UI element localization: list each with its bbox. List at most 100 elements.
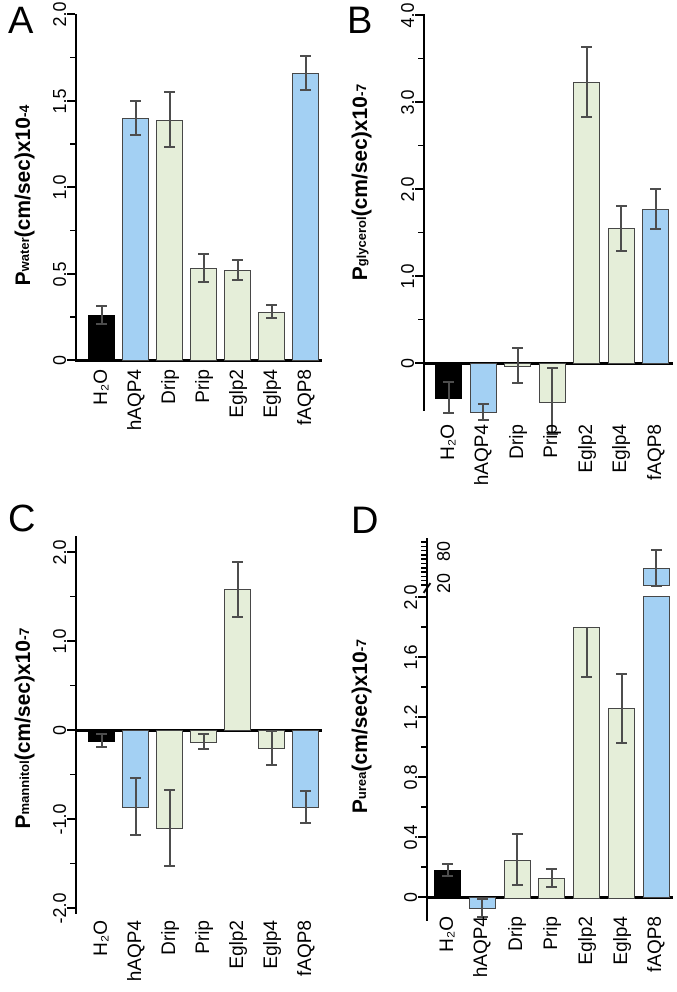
y-minor-tick (421, 806, 426, 808)
ylabel-exponent: -7 (353, 638, 369, 652)
error-bar-cap (615, 249, 627, 252)
error-bar-cap (198, 281, 209, 284)
category-label-haqp4: hAQP4 (471, 916, 493, 978)
category-label-faqp8: fAQP8 (644, 424, 666, 480)
error-bar-cap (476, 915, 488, 918)
error-bar-cap (198, 747, 209, 750)
y-major-tick (67, 99, 75, 102)
error-bar-cap (512, 347, 523, 350)
error-bar-eglp2 (585, 47, 588, 117)
error-bar-prip (551, 368, 553, 435)
ylabel-subscript: glycerol (353, 216, 369, 267)
y-major-tick (418, 896, 426, 898)
error-bar-cap (616, 741, 627, 744)
error-bar-cap (546, 367, 558, 370)
y-minor-tick (70, 229, 75, 231)
category-label-drip: Drip (506, 424, 528, 459)
y-minor-tick (70, 684, 75, 687)
y-major-tick (67, 272, 75, 275)
error-bar-eglp4 (270, 304, 273, 319)
y-minor-tick (421, 866, 426, 868)
category-label-haqp4: hAQP4 (472, 424, 493, 486)
error-bar-cap (164, 90, 175, 93)
error-bar-ho (446, 864, 449, 876)
category-label-ho: H₂O (90, 369, 112, 405)
error-bar-prip (202, 734, 205, 749)
error-bar-cap (96, 305, 107, 308)
bar-prip (190, 268, 217, 362)
ylabel-exponent: -7 (16, 627, 32, 641)
y-tick-label: 4.0 (397, 2, 418, 28)
error-bar-cap (581, 115, 592, 118)
y-major-tick (67, 729, 75, 731)
error-bar-cap (232, 258, 243, 261)
category-label-eglp4: Eglp4 (260, 369, 282, 418)
error-bar-drip (516, 348, 519, 383)
panel-letter-d: D (351, 500, 379, 542)
error-bar-drip (516, 834, 519, 885)
error-bar-cap (96, 745, 107, 748)
y-minor-tick (70, 143, 75, 145)
bar-drip (156, 119, 183, 362)
ylabel-subscript: mannitol (16, 760, 32, 815)
y-major-tick (418, 596, 426, 598)
category-label-eglp2: Eglp2 (575, 916, 597, 965)
y-major-tick (67, 186, 75, 188)
y-minor-tick (418, 231, 423, 234)
error-bar-faqp8 (654, 189, 657, 230)
ylabel-units: (cm/sec)x10 (349, 651, 372, 772)
category-label-haqp4: hAQP4 (124, 920, 146, 982)
error-bar-cap (300, 89, 311, 92)
y-axis-line (426, 538, 428, 921)
y-major-tick (415, 275, 423, 277)
bar-eglp2 (224, 270, 251, 362)
y-tick-label: 2.0 (49, 1, 70, 27)
error-bar-cap (300, 789, 311, 792)
error-bar-eglp4 (620, 205, 622, 251)
error-bar-cap (650, 549, 662, 552)
y-major-tick (418, 656, 426, 658)
axis-break-scale-label: 80 (433, 540, 454, 562)
panel-letter-c: C (8, 498, 36, 540)
error-bar-cap (164, 788, 175, 791)
error-bar-cap (616, 672, 627, 675)
ylabel-prefix: P (12, 814, 35, 829)
y-major-tick (67, 818, 75, 820)
error-bar-cap (130, 777, 141, 780)
error-bar-cap (511, 884, 523, 886)
error-bar-cap (300, 54, 311, 57)
category-label-drip: Drip (506, 916, 528, 951)
axis-break-hatch-tick (421, 567, 427, 569)
error-bar-faqp8 (655, 550, 658, 586)
error-bar-cap (232, 560, 243, 563)
error-bar-cap (581, 675, 593, 678)
error-bar-cap (546, 885, 558, 888)
error-bar-haqp4 (482, 403, 484, 420)
category-label-ho: H₂O (90, 920, 112, 956)
error-bar-cap (96, 322, 107, 325)
y-major-tick (415, 14, 423, 16)
y-minor-tick (70, 773, 75, 776)
y-major-tick (418, 716, 426, 718)
error-bar-cap (615, 204, 627, 207)
error-bar-cap (266, 317, 277, 320)
y-major-tick (67, 640, 75, 642)
error-bar-cap (232, 279, 243, 282)
error-bar-eglp4 (270, 730, 273, 765)
axis-break-hatch-tick (421, 554, 427, 556)
category-label-faqp8: fAQP8 (294, 920, 316, 976)
error-bar-prip (202, 254, 205, 283)
error-bar-cap (442, 863, 453, 865)
axis-break-hatch-tick (421, 575, 427, 578)
axis-break-hatch-tick (421, 541, 427, 543)
category-label-faqp8: fAQP8 (294, 369, 316, 425)
y-major-tick (67, 13, 75, 15)
category-label-prip: Prip (192, 369, 214, 403)
error-bar-cap (300, 821, 311, 824)
